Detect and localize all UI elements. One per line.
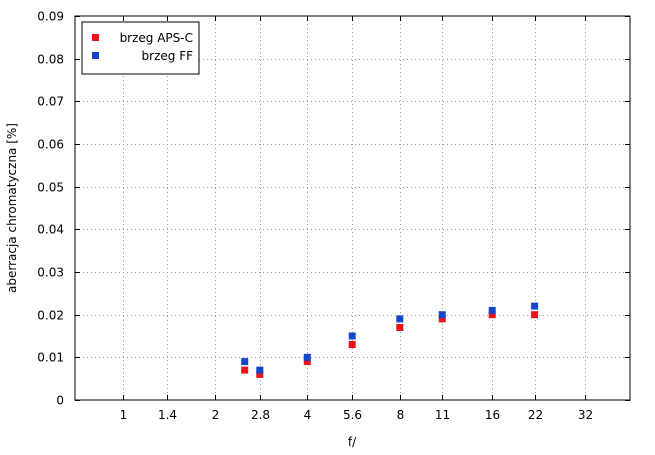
legend: brzeg APS-C brzeg FF bbox=[81, 21, 200, 75]
legend-marker-aps-c bbox=[92, 34, 99, 41]
y-tick-label: 0.05 bbox=[37, 181, 64, 195]
data-point-aps-c bbox=[256, 370, 264, 378]
data-point-ff bbox=[241, 358, 249, 366]
data-point-aps-c bbox=[531, 311, 539, 319]
legend-box bbox=[81, 21, 200, 75]
x-tick-label: 1.4 bbox=[158, 408, 177, 422]
x-tick-label: 16 bbox=[485, 408, 500, 422]
legend-label-aps-c: brzeg APS-C bbox=[120, 31, 193, 45]
y-axis-tick-labels: 0 0.01 0.02 0.03 0.04 0.05 0.06 0.07 0.08 0.09 bbox=[37, 10, 64, 408]
x-tick-label: 2.8 bbox=[251, 408, 270, 422]
data-point-ff bbox=[256, 366, 264, 374]
data-point-aps-c bbox=[396, 324, 404, 331]
x-tick-label: 5.6 bbox=[343, 408, 362, 422]
data-point-ff bbox=[531, 302, 539, 310]
x-tick-label: 8 bbox=[397, 408, 405, 422]
data-point-aps-c bbox=[241, 366, 249, 374]
y-tick-label: 0.07 bbox=[37, 95, 64, 109]
data-point-ff bbox=[303, 353, 311, 361]
data-point-ff bbox=[438, 311, 446, 319]
y-tick-label: 0.09 bbox=[37, 10, 64, 24]
x-tick-label: 11 bbox=[435, 408, 450, 422]
data-point-ff bbox=[396, 315, 404, 323]
x-axis-tick-labels: 1 1.4 2 2.8 4 5.6 8 11 16 22 32 bbox=[120, 408, 593, 422]
data-points bbox=[241, 302, 539, 378]
legend-label-ff: brzeg FF bbox=[142, 49, 194, 63]
legend-marker-ff bbox=[92, 52, 99, 59]
y-tick-label: 0.08 bbox=[37, 53, 64, 67]
x-tick-label: 4 bbox=[304, 408, 312, 422]
x-tick-label: 1 bbox=[120, 408, 128, 422]
data-point-aps-c bbox=[348, 341, 356, 348]
data-point-ff bbox=[348, 332, 356, 340]
y-axis-label: aberracja chromatyczna [%] bbox=[5, 123, 19, 293]
y-tick-label: 0.03 bbox=[37, 266, 64, 280]
axis-ticks bbox=[75, 16, 630, 401]
y-tick-label: 0 bbox=[56, 394, 64, 408]
x-tick-label: 22 bbox=[528, 408, 543, 422]
x-tick-label: 2 bbox=[212, 408, 220, 422]
y-tick-label: 0.01 bbox=[37, 351, 64, 365]
data-point-ff bbox=[488, 306, 496, 314]
y-tick-label: 0.02 bbox=[37, 309, 64, 323]
y-tick-label: 0.06 bbox=[37, 138, 64, 152]
data-point-aps-c bbox=[438, 315, 446, 323]
data-point-aps-c bbox=[488, 311, 496, 319]
y-tick-label: 0.04 bbox=[37, 223, 64, 237]
data-point-aps-c bbox=[303, 358, 311, 366]
x-tick-label: 32 bbox=[578, 408, 593, 422]
x-axis-label: f/ bbox=[348, 435, 357, 449]
